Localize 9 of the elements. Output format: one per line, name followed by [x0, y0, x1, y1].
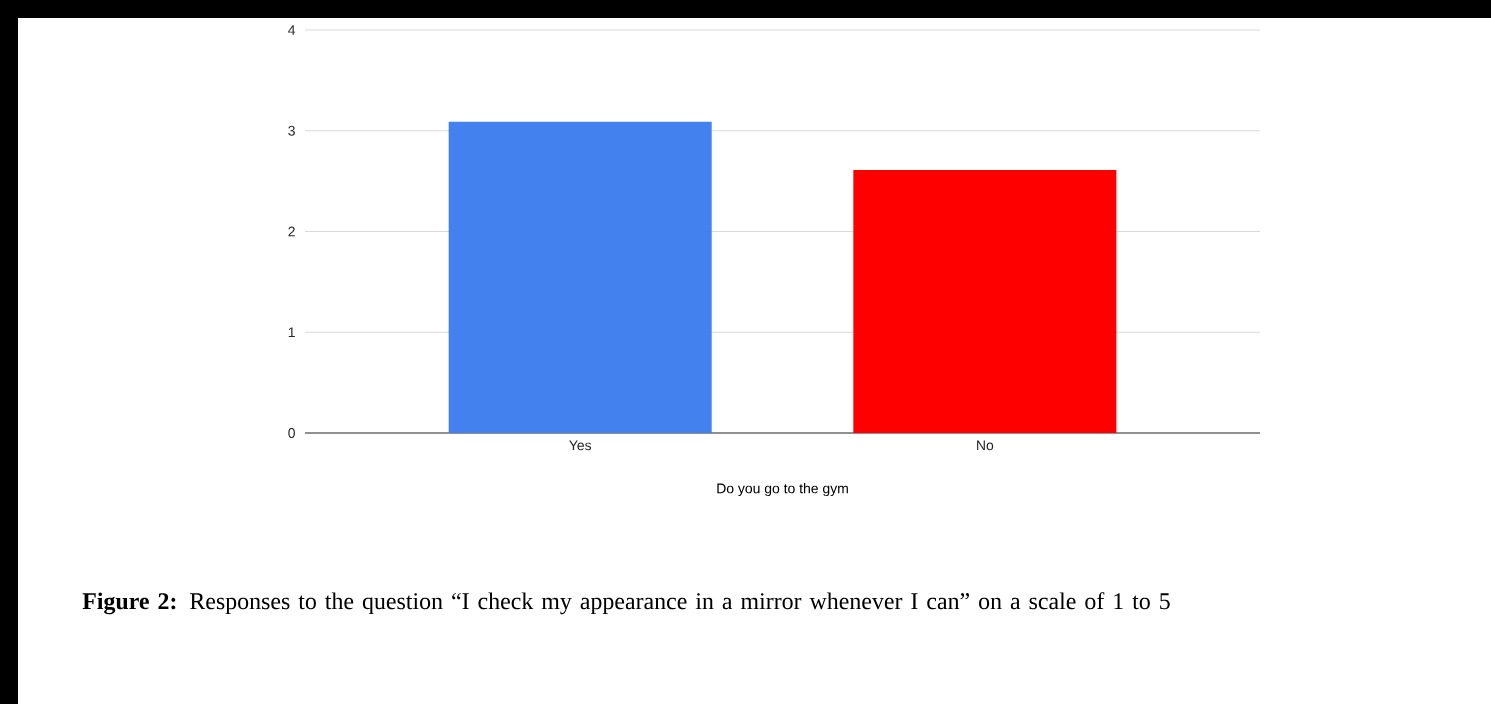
- x-tick-label: No: [977, 440, 994, 451]
- x-axis-title: Do you go to the gym: [717, 483, 848, 497]
- y-tick-label: 4: [288, 25, 296, 35]
- y-tick-label: 1: [288, 327, 295, 338]
- x-tick-label: Yes: [569, 440, 592, 451]
- y-tick-label: 0: [288, 428, 295, 438]
- text: Figure 2: Responses to the question “I check my appearance in a mirror whenever I can” on a scale of 1 to 5: [82, 592, 1170, 615]
- y-tick-label: 3: [288, 125, 295, 136]
- y-tick-label: 2: [288, 226, 295, 237]
